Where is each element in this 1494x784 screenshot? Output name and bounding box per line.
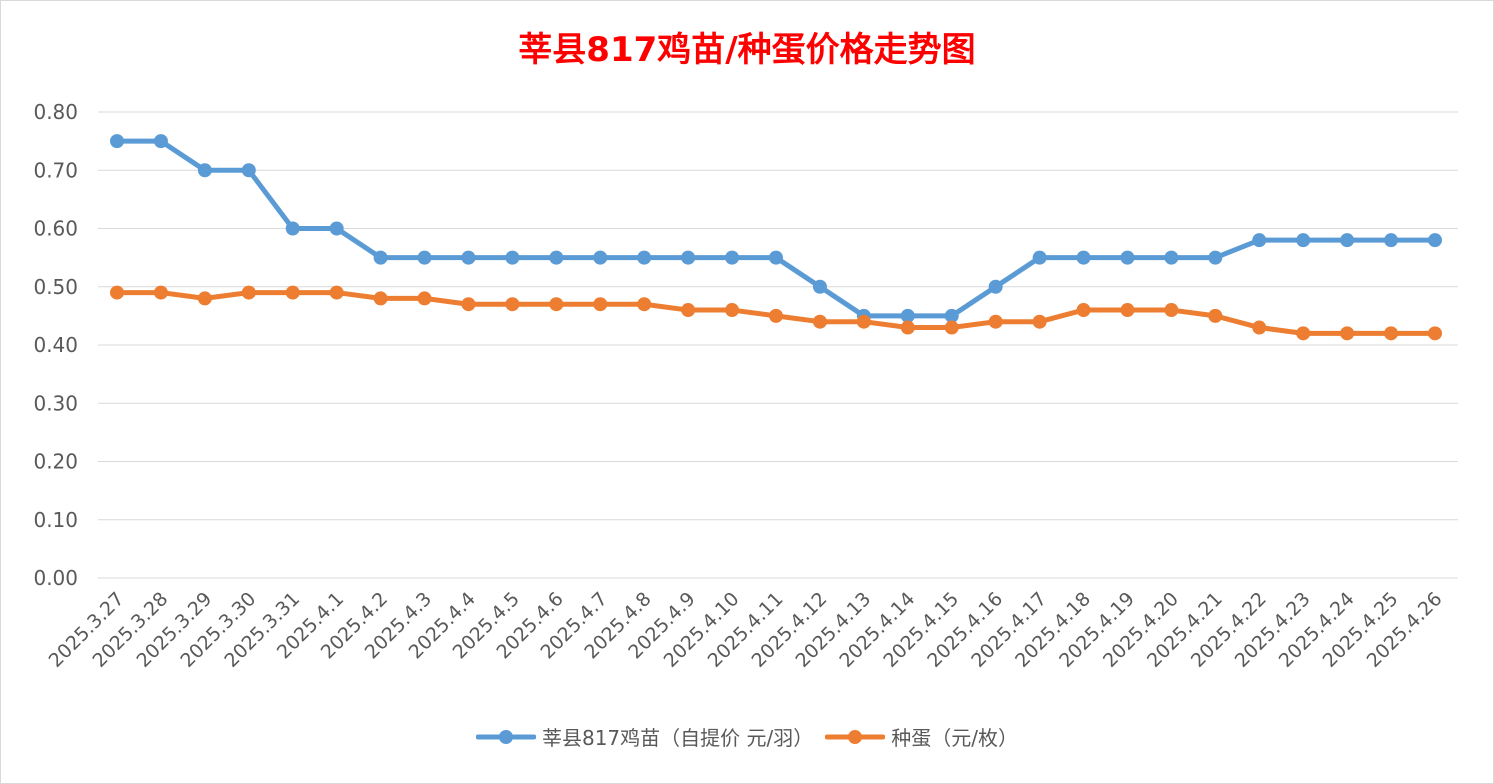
data-point-series-1[interactable] — [812, 314, 827, 329]
data-point-series-0[interactable] — [1428, 233, 1442, 248]
data-point-series-1[interactable] — [1164, 303, 1179, 318]
data-point-series-1[interactable] — [417, 291, 432, 306]
data-point-series-0[interactable] — [1252, 233, 1267, 248]
data-point-series-0[interactable] — [197, 163, 212, 178]
y-tick-label: 0.50 — [33, 275, 78, 299]
legend-swatch-chick — [475, 729, 536, 744]
data-point-series-0[interactable] — [1076, 250, 1091, 265]
data-point-series-1[interactable] — [1032, 314, 1047, 329]
data-point-series-0[interactable] — [329, 221, 344, 236]
data-point-series-1[interactable] — [1076, 303, 1091, 318]
y-tick-label: 0.80 — [33, 100, 78, 124]
y-tick-labels: 0.00 0.10 0.20 0.30 0.40 0.50 0.60 0.70 0.80 — [33, 100, 78, 590]
data-point-series-0[interactable] — [900, 308, 915, 323]
y-tick-label: 0.40 — [33, 333, 78, 357]
data-point-series-0[interactable] — [769, 250, 783, 265]
chart-title: 莘县817鸡苗/种蛋价格走势图 — [518, 30, 976, 70]
data-point-series-0[interactable] — [549, 250, 564, 265]
data-point-series-1[interactable] — [593, 297, 608, 312]
data-point-series-0[interactable] — [285, 221, 300, 236]
data-point-series-1[interactable] — [769, 308, 783, 323]
y-tick-label: 0.10 — [33, 508, 78, 532]
data-point-series-0[interactable] — [1384, 233, 1399, 248]
data-point-series-1[interactable] — [681, 303, 696, 318]
data-point-series-1[interactable] — [900, 320, 915, 335]
data-point-series-1[interactable] — [856, 314, 871, 329]
y-tick-label: 0.00 — [33, 566, 78, 590]
data-point-series-1[interactable] — [944, 320, 959, 335]
data-point-series-1[interactable] — [505, 297, 520, 312]
data-point-series-1[interactable] — [549, 297, 564, 312]
data-point-series-0[interactable] — [373, 250, 388, 265]
data-point-series-0[interactable] — [1208, 250, 1223, 265]
frame-border-left — [0, 0, 1, 784]
data-point-series-0[interactable] — [1340, 233, 1355, 248]
data-point-series-1[interactable] — [1252, 320, 1267, 335]
data-point-series-1[interactable] — [285, 285, 300, 300]
data-point-series-0[interactable] — [812, 279, 827, 294]
data-point-series-0[interactable] — [1032, 250, 1047, 265]
data-point-series-0[interactable] — [1164, 250, 1179, 265]
y-tick-label: 0.70 — [33, 158, 78, 182]
series-lines — [110, 134, 1442, 341]
data-point-series-1[interactable] — [1120, 303, 1135, 318]
data-point-series-1[interactable] — [1428, 326, 1442, 341]
data-point-series-0[interactable] — [1120, 250, 1135, 265]
data-point-series-0[interactable] — [417, 250, 432, 265]
gridlines — [98, 111, 1458, 579]
data-point-series-0[interactable] — [988, 279, 1003, 294]
data-point-series-1[interactable] — [725, 303, 740, 318]
data-point-series-1[interactable] — [1208, 308, 1223, 323]
data-point-series-1[interactable] — [197, 291, 212, 306]
y-tick-label: 0.60 — [33, 217, 78, 241]
data-point-series-1[interactable] — [461, 297, 476, 312]
data-point-series-1[interactable] — [637, 297, 652, 312]
data-point-series-0[interactable] — [153, 134, 168, 149]
legend-item-egg[interactable]: 种蛋（元/枚） — [825, 722, 1018, 751]
data-point-series-0[interactable] — [461, 250, 476, 265]
legend-swatch-egg — [825, 729, 886, 744]
data-point-series-0[interactable] — [725, 250, 740, 265]
data-point-series-0[interactable] — [1296, 233, 1311, 248]
data-point-series-0[interactable] — [241, 163, 256, 178]
legend-label-egg: 种蛋（元/枚） — [891, 726, 1019, 750]
x-tick-labels: 2025.3.272025.3.282025.3.292025.3.302025… — [45, 588, 1447, 672]
data-point-series-1[interactable] — [1340, 326, 1355, 341]
data-point-series-1[interactable] — [153, 285, 168, 300]
frame-border-top — [0, 0, 1494, 1]
data-point-series-1[interactable] — [110, 285, 124, 300]
data-point-series-1[interactable] — [988, 314, 1003, 329]
data-point-series-0[interactable] — [593, 250, 608, 265]
data-point-series-1[interactable] — [241, 285, 256, 300]
data-point-series-1[interactable] — [1296, 326, 1311, 341]
data-point-series-1[interactable] — [329, 285, 344, 300]
legend: 莘县817鸡苗（自提价 元/羽） 种蛋（元/枚） — [0, 722, 1494, 751]
data-point-series-0[interactable] — [110, 134, 124, 149]
data-point-series-1[interactable] — [373, 291, 388, 306]
data-point-series-0[interactable] — [505, 250, 520, 265]
data-point-series-0[interactable] — [944, 308, 959, 323]
data-point-series-1[interactable] — [1384, 326, 1399, 341]
y-tick-label: 0.30 — [33, 391, 78, 415]
data-point-series-0[interactable] — [637, 250, 652, 265]
y-tick-label: 0.20 — [33, 450, 78, 474]
data-point-series-0[interactable] — [681, 250, 696, 265]
legend-item-chick[interactable]: 莘县817鸡苗（自提价 元/羽） — [475, 722, 814, 751]
legend-label-chick: 莘县817鸡苗（自提价 元/羽） — [541, 726, 814, 750]
